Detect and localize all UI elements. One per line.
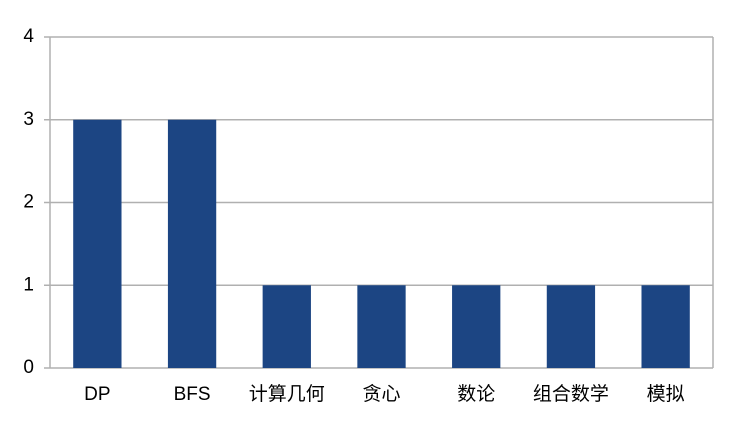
x-tick-label: 组合数学 <box>533 383 609 405</box>
x-tick-label: 数论 <box>457 383 495 405</box>
x-tick-label: DP <box>84 384 110 405</box>
bar <box>262 285 311 368</box>
x-tick-label: BFS <box>174 384 211 405</box>
bar <box>546 285 596 368</box>
bar <box>452 285 501 368</box>
y-tick-label: 0 <box>23 357 34 378</box>
bar <box>641 285 690 368</box>
x-tick-label: 计算几何 <box>249 383 325 405</box>
bar <box>73 119 122 368</box>
bar <box>167 119 217 368</box>
y-tick-label: 2 <box>23 192 34 213</box>
y-tick-label: 4 <box>23 26 34 47</box>
x-tick-label: 贪心 <box>362 383 400 405</box>
y-tick-label: 1 <box>23 274 34 295</box>
y-tick-label: 3 <box>23 109 34 130</box>
bar <box>357 285 406 368</box>
x-tick-label: 模拟 <box>647 383 685 405</box>
